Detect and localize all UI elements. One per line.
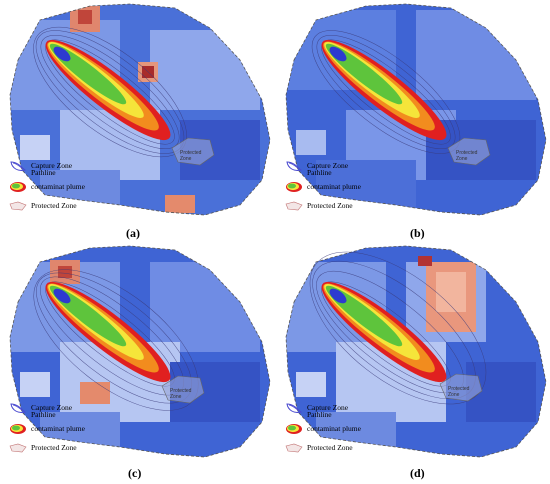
protected-zone-b [447,137,491,166]
protected-zone-d [439,373,483,402]
field-map-a [9,3,271,216]
protected-zone-label-d: Protected Zone [448,386,470,398]
protected-zone-icon [9,201,27,211]
panel-label-a: (a) [126,226,140,240]
legend-protected-zone: Protected Zone [307,201,353,210]
capture-zone-icon [286,161,303,171]
protected-zone-icon [9,443,27,453]
protected-zone-label-c: Protected Zone [170,388,192,400]
plume-icon [10,182,26,192]
capture-zone-icon [10,403,27,413]
legend-capture-zone: Capture Zone [307,161,349,170]
contaminant-plume-c [45,281,171,383]
legend-pathline: Pathline [307,168,332,177]
capture-zone-icon [10,161,27,171]
legend-pathline: Pathline [31,410,56,419]
legend-capture-zone: Capture Zone [31,403,73,412]
legend-protected-zone: Protected Zone [31,201,77,210]
contaminant-plume-d [321,281,447,383]
panel-label-b: (b) [410,226,425,240]
legend-pathline: Pathline [307,410,332,419]
legend-plume: contaminat plume [31,424,85,433]
panel-label-c: (c) [128,466,142,480]
protected-zone-label-a: Protected Zone [180,150,202,162]
plume-icon [286,182,302,192]
legend-protected-zone: Protected Zone [31,443,77,452]
legend-plume: contaminat plume [31,182,85,191]
contaminant-plume-a [45,39,171,141]
protected-zone-icon [285,443,303,453]
legend-plume: contaminat plume [307,182,361,191]
panel-label-d: (d) [410,466,425,480]
contaminant-plume-b [321,39,447,141]
plume-icon [10,424,26,434]
field-map-c [9,245,271,458]
legend-plume: contaminat plume [307,424,361,433]
field-map-d [285,245,547,458]
legend-capture-zone: Capture Zone [307,403,349,412]
protected-zone-a [171,137,215,166]
legend-protected-zone: Protected Zone [307,443,353,452]
field-map-b [285,3,547,216]
protected-zone-c [161,375,205,404]
capture-zone-icon [286,403,303,413]
legend-capture-zone: Capture Zone [31,161,73,170]
legend-pathline: Pathline [31,168,56,177]
protected-zone-label-b: Protected Zone [456,150,478,162]
protected-zone-icon [285,201,303,211]
plume-icon [286,424,302,434]
